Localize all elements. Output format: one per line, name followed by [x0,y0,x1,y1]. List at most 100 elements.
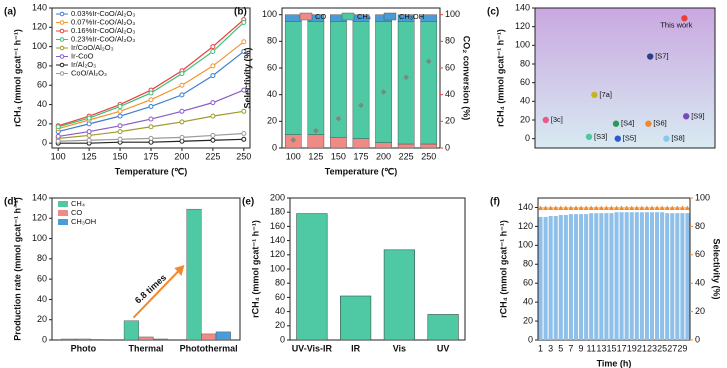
bar [594,213,599,340]
bar-segment [307,21,325,135]
bar [614,212,619,340]
bar [138,336,154,341]
selectivity-point [563,205,569,210]
bar-segment [375,142,392,149]
legend-swatch [299,12,313,21]
legend-swatch [383,12,397,21]
data-point [179,82,185,88]
x-tick-label: Photothermal [180,343,238,353]
x-tick-label: 25 [657,343,667,353]
panel-label: (e) [242,197,254,208]
x-tick-label: 150 [113,151,128,161]
legend-marker [59,45,65,51]
bar-segment [284,14,302,22]
bar [604,213,609,340]
y-tick-label: 120 [270,249,285,259]
x-axis-label: Temperature (℃) [325,166,397,176]
bar [548,215,553,340]
selectivity-point [568,205,574,210]
x-tick-label: 100 [51,151,66,161]
data-point [241,19,247,25]
legend-marker [59,37,65,42]
legend-marker [59,28,65,34]
selectivity-point [578,205,584,210]
bar-segment [352,138,370,149]
bar [634,212,639,340]
x-tick-label: 9 [579,343,584,353]
y-axis-label: rCH₄ (mmol gcat⁻¹ h⁻¹) [250,220,260,318]
bar [670,213,675,340]
y2-tick-label: 20 [695,306,705,316]
bar [61,338,77,341]
legend-label: 0.03%Ir-CoO/Al₂O₃ [71,9,135,18]
y2-tick-label: 0 [695,334,700,344]
data-point [210,132,216,138]
y-tick-label: 0 [525,133,530,143]
y-tick-label: 140 [270,235,285,245]
y-tick-label: 120 [515,21,530,31]
data-point [241,39,247,45]
bar [629,212,634,340]
data-point [591,91,598,99]
data-point [179,134,185,140]
selectivity-point [674,205,680,210]
y2-tick-label: 40 [695,278,705,288]
data-point [117,103,123,109]
point-label: [7a] [599,90,612,99]
panel-label: (b) [234,7,247,18]
selectivity-point [553,205,559,210]
selectivity-point [679,205,685,210]
y-tick-label: 0 [280,334,285,344]
bar [675,213,680,340]
bar [383,249,415,341]
selectivity-point [588,205,594,210]
data-point [148,90,154,96]
x-tick-label: 225 [399,151,414,161]
y-tick-label: 200 [270,192,285,202]
y-tick-label: 140 [518,202,533,212]
point-label: [S7] [655,52,668,61]
y2-tick-label: 100 [695,192,710,202]
selectivity-point [608,205,614,210]
bar [579,214,584,340]
y-axis-label: rCH₄ (mmol gcat⁻¹ h⁻¹) [495,29,505,127]
bar [215,331,231,341]
x-tick-label: 100 [286,151,301,161]
bar [685,213,690,340]
y-axis-label: Production rate (mmol gcat⁻¹ h⁻¹) [12,197,22,341]
x-tick-label: 7 [568,343,573,353]
point-label: [S3] [594,132,607,141]
annotation-arrowhead [174,265,185,276]
legend-label: CH₃OH [71,217,96,226]
selectivity-point [659,205,665,210]
y2-tick-label: 80 [695,221,705,231]
y2-tick-label: 80 [445,36,455,46]
legend-marker [59,62,65,68]
bar [573,214,579,340]
bar-segment [397,143,415,149]
y2-tick-label: 60 [695,249,705,259]
data-point [241,131,247,137]
bar-segment [420,143,438,149]
bar [558,215,563,340]
bar [644,212,649,340]
data-point [148,103,154,109]
y-tick-label: 40 [520,96,530,106]
selectivity-point [603,205,609,210]
legend-marker [59,11,65,17]
x-tick-label: 125 [82,151,97,161]
data-point [210,44,216,50]
data-point [614,135,621,142]
conversion-point [335,115,342,122]
bar [201,333,217,341]
bar [553,215,558,340]
legend-swatch [58,201,68,207]
y-tick-label: 40 [37,294,47,304]
x-tick-label: 1 [538,343,543,353]
legend-label: Ir/CoO/Al₂O₃ [71,43,114,52]
bar [296,213,328,341]
y-tick-label: 180 [270,207,285,217]
legend-swatch [58,210,68,216]
data-point [179,108,185,114]
data-point [210,63,216,69]
